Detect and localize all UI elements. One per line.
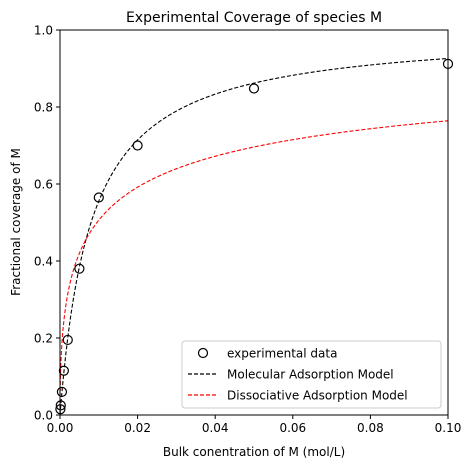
y-axis: 0.0 0.2 0.4 0.6 0.8 1.0 xyxy=(34,24,60,423)
y-tick-label: 0.0 xyxy=(34,409,53,423)
y-tick-label: 0.8 xyxy=(34,101,53,115)
data-point xyxy=(74,263,85,274)
y-tick-label: 1.0 xyxy=(34,24,53,38)
x-tick-label: 0.06 xyxy=(279,421,306,435)
legend-label-experimental: experimental data xyxy=(227,347,337,361)
x-tick-label: 0.00 xyxy=(47,421,74,435)
data-point xyxy=(93,192,104,203)
data-point xyxy=(248,83,260,94)
y-tick-label: 0.6 xyxy=(34,178,53,192)
legend: experimental data Molecular Adsorption M… xyxy=(181,340,442,409)
legend-label-molecular: Molecular Adsorption Model xyxy=(227,368,394,382)
x-tick-label: 0.04 xyxy=(202,421,229,435)
data-point xyxy=(55,400,66,411)
data-point xyxy=(58,365,69,376)
y-axis-label: Fractional coverage of M xyxy=(9,148,23,296)
x-tick-label: 0.10 xyxy=(435,421,462,435)
molecular-model-curve xyxy=(60,57,448,415)
legend-box xyxy=(181,340,442,409)
x-tick-label: 0.08 xyxy=(357,421,384,435)
x-axis: 0.00 0.02 0.04 0.06 0.08 0.10 xyxy=(47,415,462,435)
y-tick-label: 0.4 xyxy=(34,255,53,269)
chart-title: Experimental Coverage of species M xyxy=(126,10,382,26)
curves-layer xyxy=(60,57,448,415)
legend-label-dissociative: Dissociative Adsorption Model xyxy=(227,389,408,403)
data-point xyxy=(62,334,73,346)
x-axis-label: Bulk conentration of M (mol/L) xyxy=(163,445,345,459)
x-tick-label: 0.02 xyxy=(124,421,151,435)
data-point xyxy=(132,140,143,151)
data-point xyxy=(56,386,68,397)
y-tick-label: 0.2 xyxy=(34,332,53,346)
dissociative-model-curve xyxy=(60,120,448,415)
legend-marker-experimental xyxy=(197,347,209,359)
points-layer xyxy=(55,58,454,415)
axes-frame xyxy=(59,29,449,416)
